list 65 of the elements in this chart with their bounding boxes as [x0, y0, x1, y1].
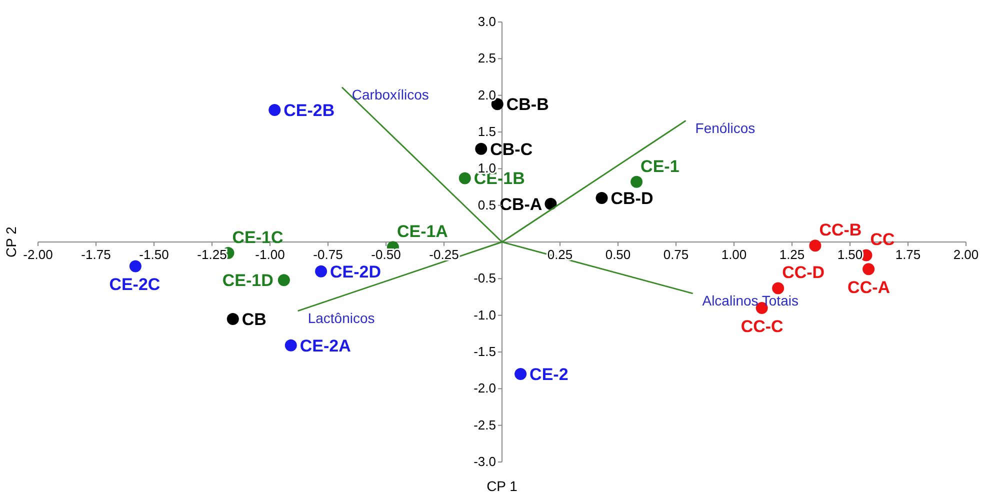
x-tick-label: 1.00 [721, 247, 747, 262]
data-label: CC-A [848, 278, 890, 298]
point [596, 192, 608, 204]
point [491, 98, 504, 110]
point [514, 368, 527, 380]
x-tick-label: 0.75 [663, 247, 689, 262]
y-tick-label: 2.5 [478, 50, 496, 66]
annotation: Carboxílicos [352, 86, 429, 102]
y-tick-label: 2.0 [478, 87, 496, 102]
point [226, 313, 239, 325]
x-tick-label: -2.00 [23, 247, 53, 262]
annotation: Fenólicos [695, 120, 756, 136]
point [630, 176, 643, 188]
y-tick-label: -3.0 [474, 454, 496, 469]
data-label: CE-2A [300, 336, 351, 356]
point [129, 260, 142, 272]
data-label: CB [242, 310, 266, 329]
point [475, 142, 488, 155]
data-label: CE-2D [330, 262, 382, 282]
point [809, 240, 822, 252]
point [544, 198, 557, 210]
point [772, 282, 784, 294]
annotation: Lactônicos [308, 310, 375, 326]
y-axis-title: CP 2 [3, 226, 19, 258]
annotation: Alcalinos Totais [702, 292, 798, 308]
point [458, 172, 471, 184]
y-tick-label: 0.5 [478, 197, 496, 212]
x-tick-label: 2.00 [953, 247, 979, 262]
x-tick-label: -1.00 [255, 247, 285, 262]
data-label: CE-2C [109, 275, 160, 294]
x-tick-label: -0.50 [371, 247, 401, 262]
data-label: CE-2B [284, 101, 335, 120]
data-label: CB-A [500, 194, 542, 214]
y-tick-label: -1.5 [474, 344, 496, 359]
x-tick-label: -0.75 [313, 247, 343, 262]
data-label: CE-1A [396, 222, 448, 242]
data-label: CC-B [819, 220, 862, 240]
x-tick-label: -1.75 [81, 247, 111, 262]
data-label: CE-1C [232, 228, 284, 247]
data-label: CE-2 [530, 365, 568, 384]
point [268, 104, 281, 116]
y-tick-label: 3.0 [478, 14, 496, 29]
y-tick-label: 1.5 [478, 124, 496, 139]
data-label: CE-1D [222, 271, 274, 290]
data-label: CB-C [490, 140, 533, 159]
data-label: CC-D [782, 263, 825, 282]
y-tick-label: -0.5 [474, 270, 496, 286]
point [315, 265, 328, 278]
x-tick-label: 1.25 [779, 247, 805, 262]
x-tick-label: 0.50 [605, 247, 631, 262]
y-tick-label: -2.0 [474, 380, 496, 396]
x-tick-label: 1.75 [895, 247, 921, 262]
x-tick-label: -0.25 [429, 247, 459, 262]
y-tick-label: -1.0 [474, 307, 496, 322]
x-axis-title: CP 1 [486, 478, 518, 494]
data-label: CC-C [740, 317, 784, 336]
point [284, 339, 297, 352]
y-tick-label: -2.5 [474, 417, 496, 432]
data-label: CE-1 [640, 156, 680, 176]
x-tick-label: -1.50 [139, 247, 169, 262]
data-label: CB-B [506, 95, 549, 114]
point [862, 263, 875, 276]
point [278, 274, 290, 286]
data-label: CC [870, 230, 895, 250]
data-label: CB-D [610, 189, 654, 208]
